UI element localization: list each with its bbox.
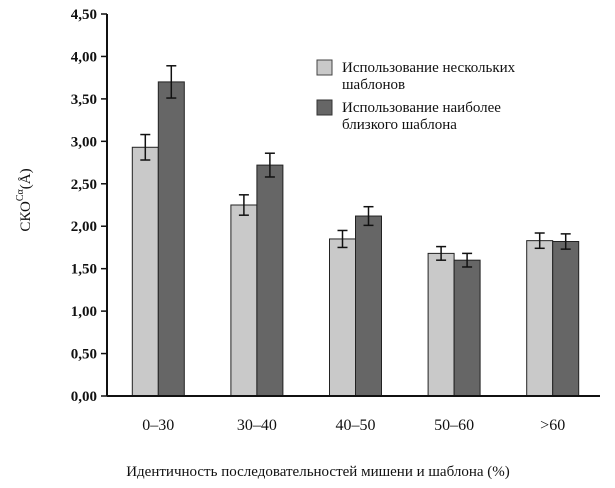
- error-bar-closest-template-3: [462, 252, 473, 268]
- y-tick-label: 4,00: [71, 49, 97, 65]
- x-category-label: 40–50: [336, 417, 376, 434]
- bar-closest-template-4: [552, 241, 580, 397]
- error-bar-multiple-templates-1: [238, 194, 249, 216]
- bar-closest-template-3: [453, 259, 481, 397]
- legend-label-multiple-templates-line1: Использование нескольких: [342, 60, 516, 76]
- bar-closest-template-0: [157, 81, 185, 397]
- x-category-label: 0–30: [142, 417, 174, 434]
- y-axis-title-main: СКО: [18, 201, 34, 232]
- legend-label-closest-template-line1: Использование наиболее: [342, 100, 501, 116]
- y-tick-label: 1,00: [71, 304, 97, 320]
- bar-closest-template-2: [355, 215, 382, 397]
- y-axis-title-unit: (Å): [18, 168, 34, 189]
- error-bar-multiple-templates-2: [337, 229, 348, 249]
- y-tick-label: 0,50: [71, 347, 97, 363]
- x-axis-title: Идентичность последовательностей мишени …: [126, 464, 510, 480]
- bar-multiple-templates-0: [131, 146, 159, 397]
- bar-multiple-templates-1: [230, 204, 258, 397]
- legend-label-multiple-templates-line2: шаблонов: [342, 77, 405, 93]
- error-bar-multiple-templates-4: [534, 232, 545, 250]
- y-axis: 0,00 0,50 1,00 1,50 2,00 2,50 3,00 3,50 4,00 4,50: [71, 7, 108, 405]
- y-tick-label: 4,50: [71, 7, 97, 23]
- y-axis-title-superscript: Cα: [15, 188, 26, 201]
- y-axis-title: СКОCα(Å): [15, 168, 34, 231]
- bar-multiple-templates-3: [427, 252, 455, 397]
- x-category-label: 50–60: [434, 417, 474, 434]
- error-bar-closest-template-0: [166, 65, 177, 99]
- y-tick-label: 3,50: [71, 92, 97, 108]
- y-tick-label: 2,50: [71, 177, 97, 193]
- error-bar-multiple-templates-0: [140, 133, 151, 161]
- error-bar-multiple-templates-3: [436, 245, 447, 261]
- error-bar-closest-template-4: [560, 233, 571, 250]
- y-tick-label: 3,00: [71, 134, 97, 150]
- x-category-label: >60: [540, 417, 565, 434]
- x-category-label: 30–40: [237, 417, 277, 434]
- bars-group: [131, 65, 580, 397]
- bar-multiple-templates-2: [329, 238, 356, 397]
- legend-swatch-closest-template: [316, 99, 333, 116]
- y-tick-label: 2,00: [71, 219, 97, 235]
- legend-swatch-multiple-templates: [316, 59, 333, 76]
- bar-closest-template-1: [256, 164, 284, 397]
- x-axis: 0–30 30–40 40–50 50–60 >60: [107, 395, 600, 434]
- legend: Использование нескольких шаблонов Исполь…: [316, 59, 516, 133]
- error-bar-closest-template-1: [264, 152, 275, 178]
- y-tick-label: 0,00: [71, 389, 97, 405]
- bar-multiple-templates-4: [526, 240, 554, 397]
- y-tick-label: 1,50: [71, 262, 97, 278]
- error-bar-closest-template-2: [363, 205, 374, 227]
- legend-label-closest-template-line2: близкого шаблона: [342, 117, 457, 133]
